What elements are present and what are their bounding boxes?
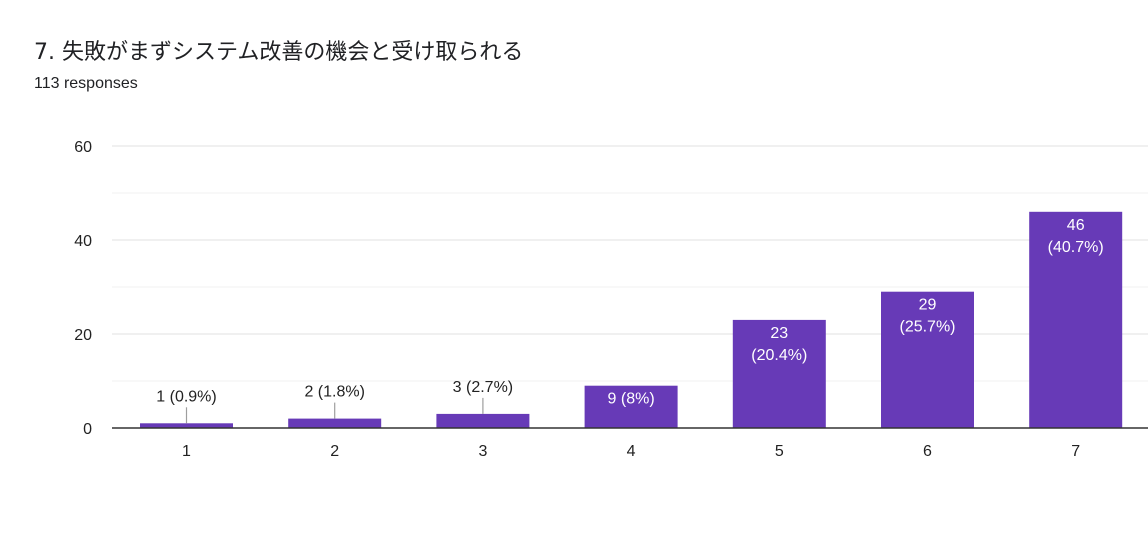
x-tick-label: 7	[1071, 443, 1080, 460]
data-label: 29	[919, 297, 937, 314]
y-axis: 0 20 40 60	[74, 139, 92, 438]
data-label: 9 (8%)	[608, 391, 655, 408]
x-tick-label: 6	[923, 443, 932, 460]
bar	[288, 418, 382, 428]
bar	[1029, 211, 1123, 428]
x-tick-label: 2	[330, 443, 339, 460]
bar	[584, 385, 678, 428]
data-label: (25.7%)	[899, 319, 955, 336]
bar	[140, 423, 233, 428]
x-axis: 1 2 3 4 5 6 7	[112, 427, 1148, 460]
data-label: 3 (2.7%)	[453, 379, 513, 396]
x-tick-label: 5	[775, 443, 784, 460]
data-label: 23	[770, 325, 788, 342]
grid-lines	[112, 145, 1148, 382]
chart-title: 7. 失敗がまずシステム改善の機会と受け取られる	[34, 40, 524, 65]
data-label: 46	[1067, 217, 1085, 234]
y-tick-label: 20	[74, 327, 92, 344]
data-label: 1 (0.9%)	[156, 388, 216, 405]
bar	[881, 291, 974, 428]
data-label: (20.4%)	[751, 347, 807, 364]
response-count: 113 responses	[34, 75, 138, 92]
bars: 1 (0.9%) 2 (1.8%) 3 (2.7%) 9 (8%) 23 (20.4%) 2…	[140, 211, 1123, 428]
bar	[436, 413, 530, 428]
y-tick-label: 40	[74, 233, 92, 250]
x-tick-label: 3	[478, 443, 487, 460]
x-tick-label: 1	[182, 443, 191, 460]
data-label: 2 (1.8%)	[304, 384, 364, 401]
y-tick-label: 0	[83, 421, 92, 438]
bar	[732, 319, 826, 428]
data-label: (40.7%)	[1048, 239, 1104, 256]
y-tick-label: 60	[74, 139, 92, 156]
x-tick-label: 4	[627, 443, 636, 460]
